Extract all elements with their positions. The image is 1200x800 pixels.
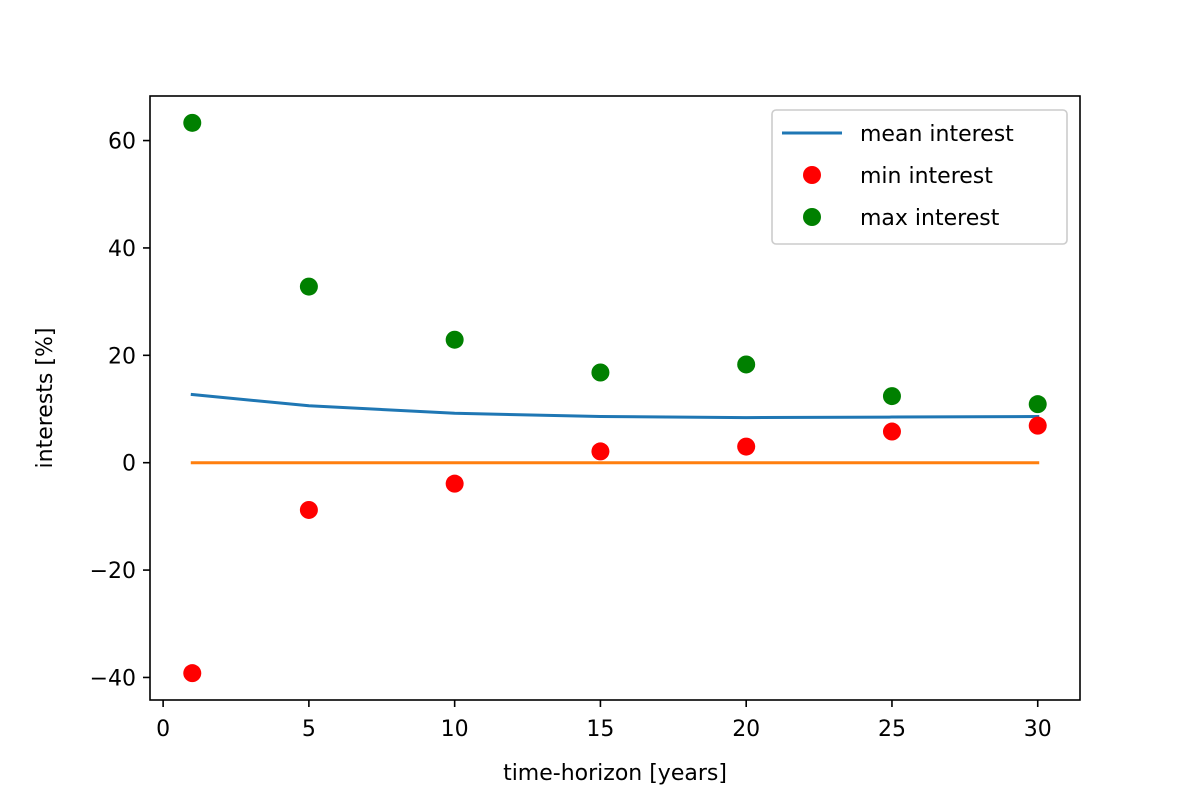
mean-interest-line [190,392,1040,420]
x-tick-label: 5 [302,717,316,742]
max-interest-point [591,363,610,382]
y-tick-label: 40 [108,237,136,262]
x-tick-label: 25 [878,717,906,742]
x-tick-label: 30 [1024,717,1052,742]
min-interest-point [445,474,464,493]
max-interest-point [445,330,464,349]
max-interest-point [299,277,318,296]
y-tick-label: 0 [122,452,136,477]
legend-box [771,109,1068,245]
max-interest-point [183,113,202,132]
y-tick-label: 60 [108,130,136,155]
legend-label-min-interest: min interest [860,164,993,189]
y-tick-label: 20 [108,344,136,369]
max-interest-point [737,355,756,374]
plot-area [183,113,1047,683]
legend-swatch-max-interest [803,208,821,226]
min-interest-point [183,664,202,683]
legend-swatch-min-interest [803,166,821,184]
x-tick-label: 10 [441,717,469,742]
max-interest-point [1028,395,1047,414]
legend-label-max-interest: max interest [860,206,1000,231]
min-interest-point [591,442,610,461]
y-axis-label: interests [%] [33,328,58,469]
legend-label-mean-interest: mean interest [860,122,1014,147]
axis-ticks: 0 5 10 15 20 25 30 −40 −20 0 20 40 60 [90,130,1052,742]
y-tick-label: −20 [90,559,136,584]
x-tick-label: 20 [732,717,760,742]
x-tick-label: 0 [156,717,170,742]
legend: mean interest min interest max interest [771,109,1068,245]
min-interest-point [1028,416,1047,435]
x-tick-label: 15 [586,717,614,742]
y-tick-label: −40 [90,666,136,691]
min-interest-point [882,422,901,441]
min-interest-point [299,500,318,519]
axes-frame [149,95,1081,701]
min-interest-point [737,437,756,456]
x-axis-label: time-horizon [years] [503,761,727,786]
max-interest-point [882,387,901,406]
